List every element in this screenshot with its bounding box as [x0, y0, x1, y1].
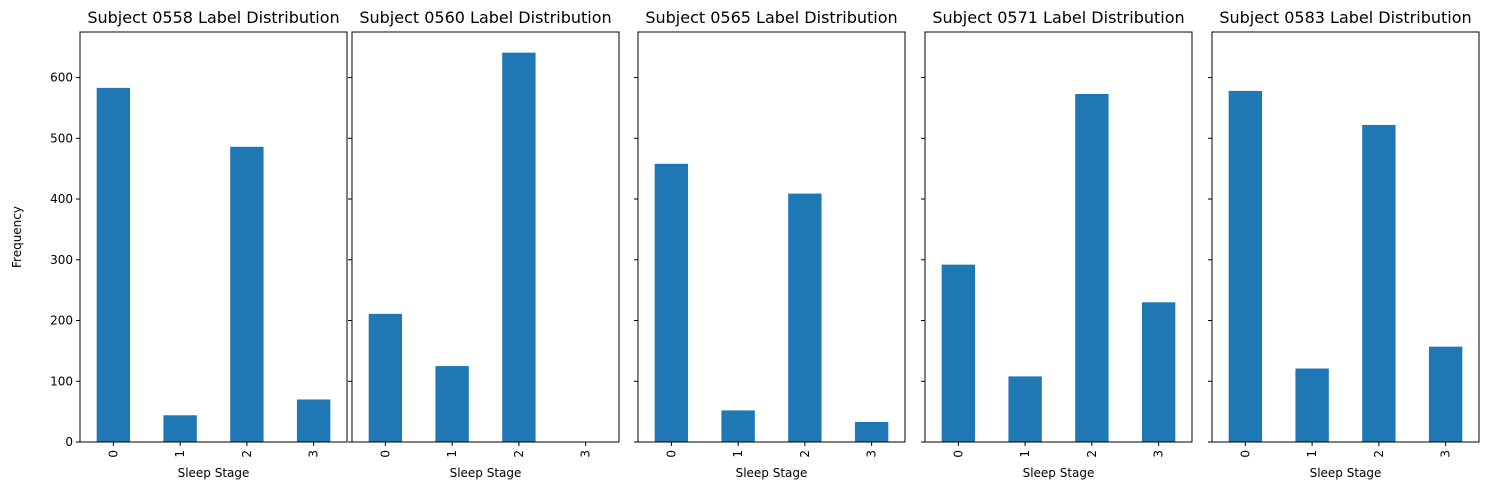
x-tick-label: 2	[512, 450, 526, 458]
axes-frame	[351, 31, 620, 443]
y-tick-label: 400	[50, 192, 73, 206]
x-tick-label: 3	[579, 450, 593, 458]
x-tick-label: 0	[951, 450, 965, 458]
bar	[230, 146, 264, 443]
y-tick-label: 0	[65, 435, 73, 449]
panel-title: Subject 0560 Label Distribution	[359, 8, 611, 27]
panel-title: Subject 0571 Label Distribution	[932, 8, 1184, 27]
bar	[1362, 124, 1396, 443]
x-tick-label: 1	[1018, 450, 1032, 458]
panel-title: Subject 0583 Label Distribution	[1219, 8, 1471, 27]
panel-title: Subject 0565 Label Distribution	[645, 8, 897, 27]
x-axis-label: Sleep Stage	[1023, 466, 1095, 480]
y-axis-label: Frequency	[10, 206, 24, 268]
subplot-3: 0 1 2 3 Subject 0565 Label Distribution Sleep…	[634, 8, 906, 480]
subplot-4: 0 1 2 3 Subject 0571 Label Distribution Sleep…	[921, 8, 1193, 480]
axes-frame	[637, 31, 906, 443]
bar	[788, 193, 822, 442]
x-tick-label: 2	[798, 450, 812, 458]
x-tick-label: 3	[1152, 450, 1166, 458]
y-tick-label: 100	[50, 374, 73, 388]
bar	[1075, 93, 1109, 443]
bar	[854, 421, 889, 442]
x-tick-label: 3	[865, 450, 879, 458]
bar	[1295, 368, 1329, 442]
bar	[1141, 302, 1176, 442]
y-tick-label: 500	[50, 131, 73, 145]
x-tick-label: 1	[1305, 450, 1319, 458]
bar	[296, 399, 331, 442]
subplot-5: 0 1 2 3 Subject 0583 Label Distribution Sleep…	[1208, 8, 1480, 480]
x-tick-label: 0	[378, 450, 392, 458]
axes-frame	[79, 31, 348, 443]
x-tick-label: 1	[445, 450, 459, 458]
axes-frame	[924, 31, 1193, 443]
subplot-2: 0 1 2 3 Subject 0560 Label Distribution Sleep…	[348, 8, 620, 480]
x-tick-label: 2	[240, 450, 254, 458]
x-tick-label: 3	[1439, 450, 1453, 458]
bar	[368, 313, 403, 442]
x-tick-label: 1	[173, 450, 187, 458]
bar	[941, 264, 976, 442]
y-tick-label: 300	[50, 253, 73, 267]
x-tick-label: 1	[731, 450, 745, 458]
y-tick-label: 600	[50, 71, 73, 85]
x-tick-label: 3	[307, 450, 321, 458]
bar	[163, 415, 197, 442]
x-tick-label: 0	[1238, 450, 1252, 458]
x-axis-label: Sleep Stage	[450, 466, 522, 480]
x-axis-label: Sleep Stage	[1310, 466, 1382, 480]
subplot-1: 0 100 200 300 400 500 600 0 1 2 3 Subject 0558 Labe…	[10, 8, 348, 480]
x-axis-label: Sleep Stage	[736, 466, 808, 480]
bar	[96, 87, 131, 442]
bar	[1428, 346, 1463, 442]
bar	[1008, 376, 1042, 442]
bar	[502, 52, 536, 443]
bar	[1228, 90, 1263, 443]
x-axis-label: Sleep Stage	[178, 466, 250, 480]
bar	[721, 410, 755, 442]
x-tick-label: 2	[1372, 450, 1386, 458]
bar	[654, 163, 689, 442]
axes-frame	[1211, 31, 1480, 443]
bar	[435, 366, 469, 442]
y-tick-label: 200	[50, 314, 73, 328]
x-tick-label: 2	[1085, 450, 1099, 458]
x-tick-label: 0	[664, 450, 678, 458]
panel-title: Subject 0558 Label Distribution	[87, 8, 339, 27]
x-tick-label: 0	[106, 450, 120, 458]
